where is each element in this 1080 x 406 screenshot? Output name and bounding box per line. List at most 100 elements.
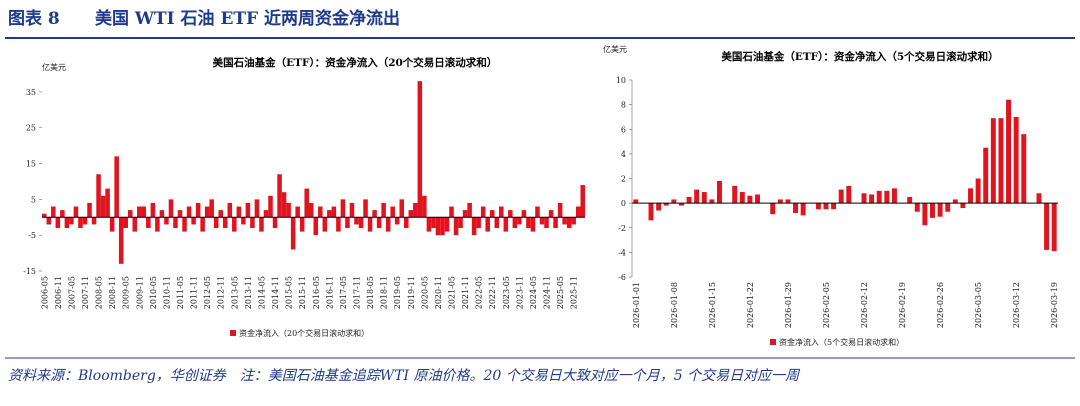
bar xyxy=(540,217,545,224)
bar xyxy=(846,186,851,203)
x-tick-label: 2010-11 xyxy=(162,276,171,309)
x-tick-label: 2008-11 xyxy=(108,276,117,309)
bar xyxy=(702,192,707,203)
bar xyxy=(709,199,714,203)
bar xyxy=(359,217,364,228)
bar xyxy=(413,203,418,217)
bar xyxy=(123,217,128,228)
bar xyxy=(458,217,463,228)
bar xyxy=(778,199,783,203)
bar xyxy=(785,199,790,203)
x-tick-label: 2023-05 xyxy=(502,276,511,309)
bar xyxy=(1006,100,1011,203)
x-tick-label: 2026-01-29 xyxy=(784,282,793,328)
bar xyxy=(386,217,391,231)
bar xyxy=(694,190,699,204)
bar xyxy=(535,207,540,218)
x-tick-label: 2015-05 xyxy=(285,276,294,309)
bar xyxy=(517,217,522,224)
bar xyxy=(953,199,958,203)
x-tick-label: 2024-05 xyxy=(529,276,538,309)
bar xyxy=(264,210,269,217)
bar xyxy=(476,217,481,228)
bar xyxy=(495,217,500,228)
bar xyxy=(576,207,581,218)
bar xyxy=(801,203,806,215)
bar xyxy=(409,210,414,217)
bar xyxy=(291,217,296,249)
x-tick-label: 2007-05 xyxy=(67,276,76,309)
bar xyxy=(549,210,554,217)
bar xyxy=(214,217,219,228)
bar xyxy=(182,217,187,231)
bar xyxy=(740,192,745,203)
x-tick-label: 2008-05 xyxy=(95,276,104,309)
bar xyxy=(92,217,97,224)
bar xyxy=(449,207,454,218)
x-tick-label: 2018-11 xyxy=(380,276,389,309)
bar xyxy=(481,207,486,218)
bar xyxy=(164,217,169,224)
bar xyxy=(74,207,79,218)
bar xyxy=(246,203,251,217)
bar xyxy=(562,217,567,224)
bar xyxy=(65,217,70,228)
bar xyxy=(268,196,273,217)
y-unit: 亿美元 xyxy=(603,44,627,54)
bar xyxy=(323,217,328,231)
y-tick-label: 6 xyxy=(621,125,626,134)
bar xyxy=(309,203,314,217)
x-tick-label: 2020-11 xyxy=(434,276,443,309)
bar xyxy=(47,217,52,224)
x-tick-label: 2022-11 xyxy=(488,276,497,309)
bar xyxy=(418,81,423,217)
bar xyxy=(128,210,133,217)
x-tick-label: 2021-11 xyxy=(461,276,470,309)
bar xyxy=(187,207,192,218)
x-tick-label: 2026-02-19 xyxy=(898,282,907,328)
bar xyxy=(522,210,527,217)
bar xyxy=(390,207,395,218)
bar xyxy=(377,217,382,228)
bar xyxy=(137,207,142,218)
bar xyxy=(228,203,233,217)
x-tick-label: 2013-11 xyxy=(244,276,253,309)
figure-title: 美国 WTI 石油 ETF 近两周资金净流出 xyxy=(95,8,400,29)
bar xyxy=(314,217,319,235)
bar xyxy=(146,217,151,228)
bar xyxy=(218,210,223,217)
x-tick-label: 2026-03-12 xyxy=(1012,282,1021,328)
x-tick-label: 2016-05 xyxy=(312,276,321,309)
bar xyxy=(869,195,874,204)
bar xyxy=(472,217,477,235)
bar xyxy=(282,192,287,217)
x-tick-label: 2015-11 xyxy=(298,276,307,309)
x-tick-label: 2019-05 xyxy=(393,276,402,309)
y-tick-label: 25 xyxy=(26,124,36,133)
bar xyxy=(793,203,798,213)
bar xyxy=(105,189,110,218)
x-tick-label: 2017-11 xyxy=(352,276,361,309)
x-tick-label: 2012-05 xyxy=(203,276,212,309)
x-tick-label: 2025-11 xyxy=(570,276,579,309)
bar xyxy=(571,217,576,224)
bar xyxy=(998,118,1003,203)
bar xyxy=(318,207,323,218)
x-tick-label: 2022-05 xyxy=(475,276,484,309)
bar xyxy=(1037,193,1042,203)
bar xyxy=(142,207,147,218)
bar xyxy=(649,203,654,220)
bar xyxy=(1021,134,1026,203)
bar xyxy=(223,217,228,228)
bar xyxy=(732,186,737,203)
x-tick-label: 2026-03-19 xyxy=(1050,282,1059,328)
bar xyxy=(427,217,432,231)
bar xyxy=(250,217,255,228)
bar xyxy=(114,156,119,217)
bar xyxy=(558,203,563,217)
source-note: 资料来源：Bloomberg，华创证券 注：美国石油基金追踪WTI 原油价格。2… xyxy=(8,368,801,384)
bar xyxy=(350,203,355,217)
bar xyxy=(968,188,973,203)
bar xyxy=(513,217,518,228)
